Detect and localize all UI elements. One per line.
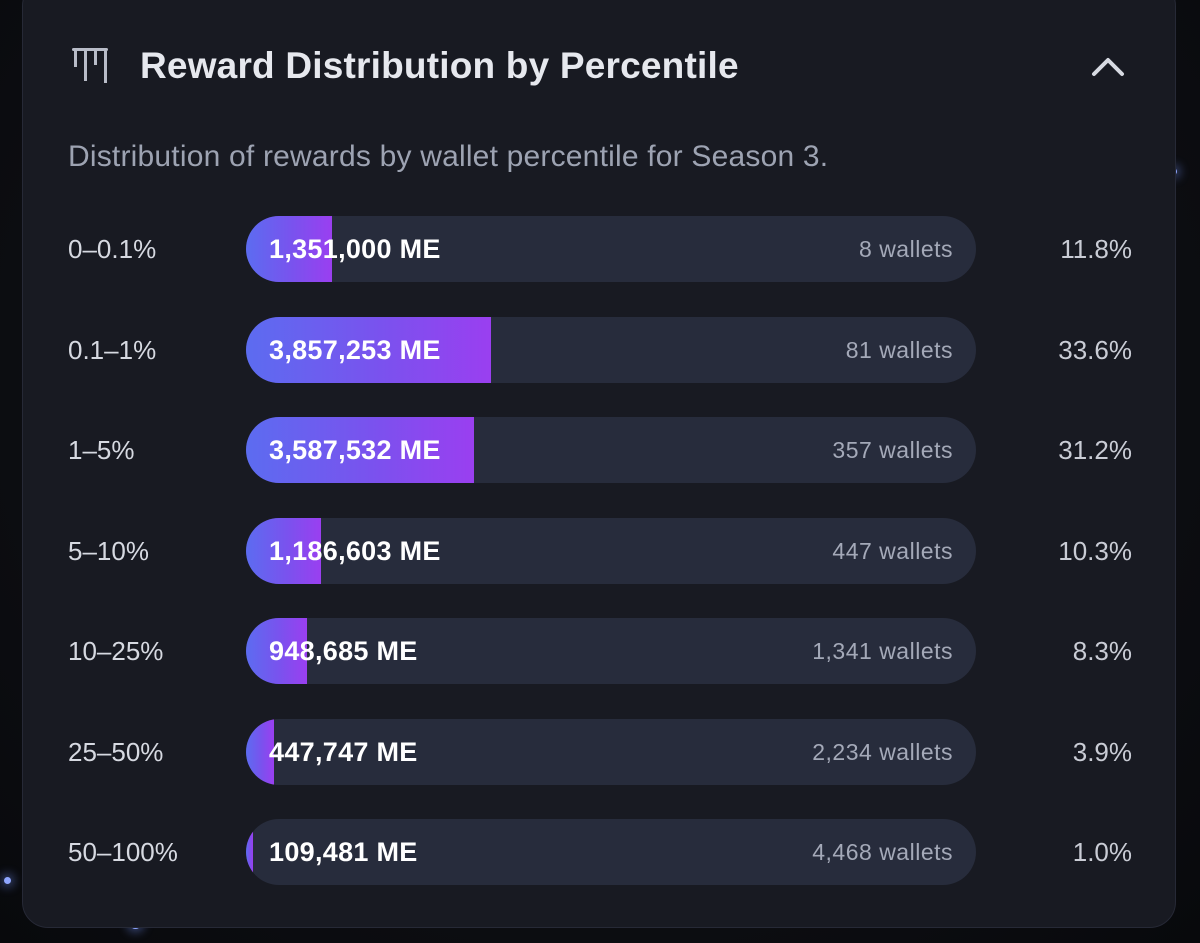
bar-fill	[246, 719, 274, 785]
reward-amount: 109,481 ME	[269, 837, 418, 867]
share-percent: 31.2%	[1058, 435, 1132, 465]
bar-track: 1,351,000 ME 8 wallets	[246, 216, 976, 282]
percentile-label: 50–100%	[68, 837, 178, 867]
percentile-label: 0.1–1%	[68, 335, 157, 365]
percentile-label: 25–50%	[68, 737, 164, 767]
percentile-label: 10–25%	[68, 636, 164, 666]
reward-amount: 447,747 ME	[269, 737, 418, 767]
bar-fill	[246, 317, 491, 383]
reward-amount: 1,351,000 ME	[269, 234, 441, 264]
wallet-count: 447 wallets	[832, 538, 953, 564]
bar-fill	[246, 518, 321, 584]
bars-logo-icon	[72, 48, 108, 83]
wallet-count: 2,234 wallets	[812, 739, 953, 765]
distribution-row: 10–25% 948,685 ME 1,341 wallets 8.3%	[0, 618, 1200, 684]
share-percent: 1.0%	[1072, 837, 1132, 867]
panel-title: Reward Distribution by Percentile	[140, 45, 739, 86]
reward-amount: 3,587,532 ME	[269, 435, 441, 465]
wallet-count: 1,341 wallets	[812, 638, 953, 664]
distribution-row: 0–0.1% 1,351,000 ME 8 wallets 11.8%	[0, 216, 1200, 282]
panel-subtitle: Distribution of rewards by wallet percen…	[68, 140, 829, 173]
wallet-count: 357 wallets	[832, 437, 953, 463]
share-percent: 3.9%	[1072, 737, 1132, 767]
panel-header: Reward Distribution by Percentile	[70, 40, 739, 92]
chevron-up-icon[interactable]	[1086, 46, 1130, 86]
distribution-row: 25–50% 447,747 ME 2,234 wallets 3.9%	[0, 719, 1200, 785]
bar-fill	[246, 819, 253, 885]
distribution-row: 50–100% 109,481 ME 4,468 wallets 1.0%	[0, 819, 1200, 885]
percentile-label: 1–5%	[68, 435, 135, 465]
reward-amount: 3,857,253 ME	[269, 335, 441, 365]
reward-amount: 1,186,603 ME	[269, 536, 441, 566]
distribution-row: 5–10% 1,186,603 ME 447 wallets 10.3%	[0, 518, 1200, 584]
bar-fill	[246, 618, 307, 684]
wallet-count: 4,468 wallets	[812, 839, 953, 865]
bar-fill	[246, 417, 474, 483]
bar-track: 3,587,532 ME 357 wallets	[246, 417, 976, 483]
bar-track: 447,747 ME 2,234 wallets	[246, 719, 976, 785]
bar-fill	[246, 216, 332, 282]
sparkle	[4, 877, 11, 884]
share-percent: 10.3%	[1058, 536, 1132, 566]
distribution-row: 1–5% 3,587,532 ME 357 wallets 31.2%	[0, 417, 1200, 483]
distribution-row: 0.1–1% 3,857,253 ME 81 wallets 33.6%	[0, 317, 1200, 383]
share-percent: 8.3%	[1072, 636, 1132, 666]
share-percent: 33.6%	[1058, 335, 1132, 365]
wallet-count: 8 wallets	[859, 236, 953, 262]
share-percent: 11.8%	[1060, 234, 1132, 264]
bar-track: 948,685 ME 1,341 wallets	[246, 618, 976, 684]
percentile-label: 5–10%	[68, 536, 149, 566]
wallet-count: 81 wallets	[845, 337, 953, 363]
percentile-label: 0–0.1%	[68, 234, 157, 264]
bar-track: 109,481 ME 4,468 wallets	[246, 819, 976, 885]
reward-amount: 948,685 ME	[269, 636, 418, 666]
bar-track: 3,857,253 ME 81 wallets	[246, 317, 976, 383]
bar-track: 1,186,603 ME 447 wallets	[246, 518, 976, 584]
